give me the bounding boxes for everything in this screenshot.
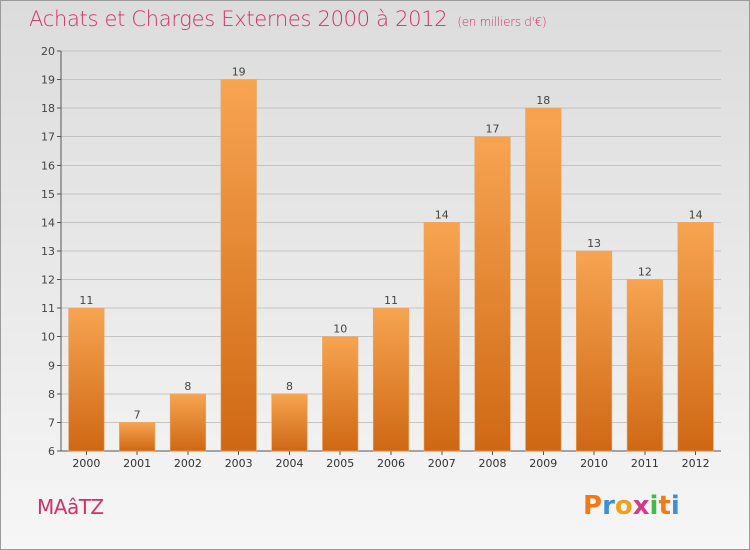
y-tick-label: 12 xyxy=(41,274,55,287)
y-tick-label: 15 xyxy=(41,188,55,201)
y-tick-label: 20 xyxy=(41,45,55,58)
x-tick-label: 2003 xyxy=(225,457,253,470)
x-tick-label: 2004 xyxy=(275,457,303,470)
y-tick-label: 17 xyxy=(41,131,55,144)
x-tick-label: 2001 xyxy=(123,457,151,470)
data-label: 11 xyxy=(384,294,398,307)
y-tick-label: 14 xyxy=(41,216,55,229)
bar xyxy=(322,336,359,452)
bar xyxy=(372,307,410,452)
data-label: 14 xyxy=(689,208,703,221)
x-tick-label: 2000 xyxy=(72,457,100,470)
bar xyxy=(68,307,105,452)
y-tick-label: 13 xyxy=(41,245,55,258)
logo-letter: x xyxy=(632,491,650,521)
data-label: 7 xyxy=(134,408,141,421)
chart-title-text: Achats et Charges Externes 2000 à 2012 xyxy=(29,7,448,31)
bar xyxy=(423,222,460,452)
bar xyxy=(271,393,308,452)
bar xyxy=(626,279,663,452)
logo-letter: r xyxy=(602,491,615,521)
data-label: 8 xyxy=(286,380,293,393)
y-tick-label: 8 xyxy=(48,388,55,401)
data-label: 11 xyxy=(79,294,93,307)
logo-letter: i xyxy=(649,491,659,521)
x-tick-label: 2008 xyxy=(479,457,507,470)
logo-letter: P xyxy=(583,491,603,521)
x-tick-label: 2010 xyxy=(580,457,608,470)
town-name: MAâTZ xyxy=(37,495,104,519)
bar xyxy=(119,422,156,452)
bar xyxy=(677,222,714,452)
chart-title: Achats et Charges Externes 2000 à 2012 (e… xyxy=(29,7,547,31)
y-tick-label: 11 xyxy=(41,302,55,315)
x-tick-label: 2002 xyxy=(174,457,202,470)
data-label: 13 xyxy=(587,237,601,250)
bar xyxy=(525,107,562,452)
logo-letter: o xyxy=(614,491,633,521)
y-tick-label: 10 xyxy=(41,331,55,344)
bar xyxy=(169,393,206,452)
data-label: 8 xyxy=(184,380,191,393)
y-tick-label: 19 xyxy=(41,74,55,87)
data-label: 14 xyxy=(435,208,449,221)
data-label: 18 xyxy=(536,94,550,107)
logo-letter: t xyxy=(658,491,671,521)
y-tick-label: 7 xyxy=(48,416,55,429)
data-label: 10 xyxy=(333,323,347,336)
x-tick-label: 2011 xyxy=(631,457,659,470)
y-tick-label: 18 xyxy=(41,102,55,115)
logo-letter: i xyxy=(670,491,680,521)
bar xyxy=(220,79,257,452)
chart-subtitle: (en milliers d'€) xyxy=(457,15,547,29)
x-tick-label: 2005 xyxy=(326,457,354,470)
y-tick-label: 6 xyxy=(48,445,55,458)
x-tick-label: 2009 xyxy=(529,457,557,470)
x-tick-label: 2007 xyxy=(428,457,456,470)
proxiti-logo: Proxiti xyxy=(583,491,680,521)
x-tick-label: 2006 xyxy=(377,457,405,470)
data-labels: 11 7 8 19 8 10 11 14 17 18 13 12 14 xyxy=(79,66,702,422)
bar xyxy=(576,250,613,452)
data-label: 12 xyxy=(638,266,652,279)
data-label: 19 xyxy=(232,66,246,79)
x-tick-label: 2012 xyxy=(682,457,710,470)
y-tick-label: 16 xyxy=(41,159,55,172)
bars xyxy=(68,79,714,452)
bar xyxy=(474,136,511,452)
y-tick-label: 9 xyxy=(48,359,55,372)
data-label: 17 xyxy=(486,123,500,136)
